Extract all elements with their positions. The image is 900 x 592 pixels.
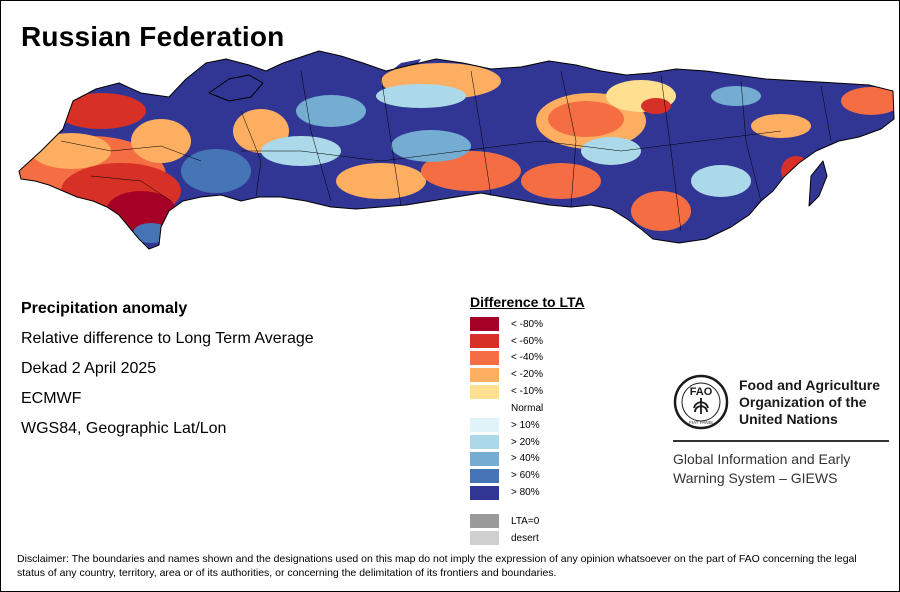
legend-label: < -10% [511,386,543,398]
divider [673,440,889,442]
legend-label: LTA=0 [511,515,540,527]
legend-label: > 40% [511,453,540,465]
giews-line: Global Information and Early [673,451,851,467]
fao-org-line: United Nations [739,410,838,427]
fao-org-name: Food and Agriculture Organization of the… [739,377,880,428]
legend-swatch [470,367,499,382]
legend-item: LTA=0 [470,513,620,530]
legend-other-group: LTA=0 desert [470,513,620,547]
legend-item: > 40% [470,451,620,468]
legend-label: > 10% [511,419,540,431]
legend-swatch [470,514,499,529]
legend-label: > 20% [511,436,540,448]
variable-label: Precipitation anomaly [21,300,188,317]
legend-label: < -40% [511,352,543,364]
anomaly-map [18,50,895,250]
measure-label: Relative difference to Long Term Average [21,330,314,347]
legend-dry-group: < -80% < -60% < -40% < -20% < -10% [470,316,620,400]
fao-emblem-icon: FAO FIAT PANIS [673,374,729,430]
fao-org-line: Organization of the [739,393,867,410]
legend-item: < -20% [470,366,620,383]
legend-label: > 80% [511,487,540,499]
map-description: Precipitation anomaly Relative differenc… [21,299,314,449]
map-title: Russian Federation [21,21,285,52]
legend-label: > 60% [511,470,540,482]
legend-swatch [470,451,499,466]
legend-item: < -40% [470,350,620,367]
fao-block: FAO FIAT PANIS Food and Agriculture Orga… [673,374,889,488]
legend-swatch [470,350,499,365]
legend-title: Difference to LTA [470,294,585,310]
legend-normal-label: Normal [511,402,544,414]
legend-label: < -20% [511,369,543,381]
legend-item: > 80% [470,484,620,501]
source-label: ECMWF [21,390,82,407]
giews-name: Global Information and Early Warning Sys… [673,450,889,488]
legend-label: < -60% [511,335,543,347]
legend-item: > 10% [470,417,620,434]
legend-swatch [470,468,499,483]
legend-swatch [470,485,499,500]
disclaimer: Disclaimer: The boundaries and names sho… [17,553,857,579]
legend-item: > 60% [470,467,620,484]
legend-label: < -80% [511,318,543,330]
legend-item: < -80% [470,316,620,333]
legend-item: < -60% [470,333,620,350]
legend-swatch [470,435,499,450]
legend-swatch [470,384,499,399]
legend-swatch [470,334,499,349]
legend-item: > 20% [470,434,620,451]
legend-item: desert [470,530,620,547]
legend-wet-group: > 10% > 20% > 40% > 60% > 80% [470,417,620,501]
legend: Difference to LTA < -80% < -60% < -40% < -2… [470,294,620,547]
legend-swatch [470,418,499,433]
fao-emblem-motto: FIAT PANIS [689,420,713,425]
period-label: Dekad 2 April 2025 [21,360,157,377]
legend-swatch [470,317,499,332]
legend-swatch [470,531,499,546]
giews-line: Warning System – GIEWS [673,470,838,486]
legend-item: < -10% [470,383,620,400]
projection-label: WGS84, Geographic Lat/Lon [21,420,227,437]
legend-label: desert [511,532,539,544]
fao-emblem-letters: FAO [690,386,713,398]
fao-org-line: Food and Agriculture [739,376,881,393]
